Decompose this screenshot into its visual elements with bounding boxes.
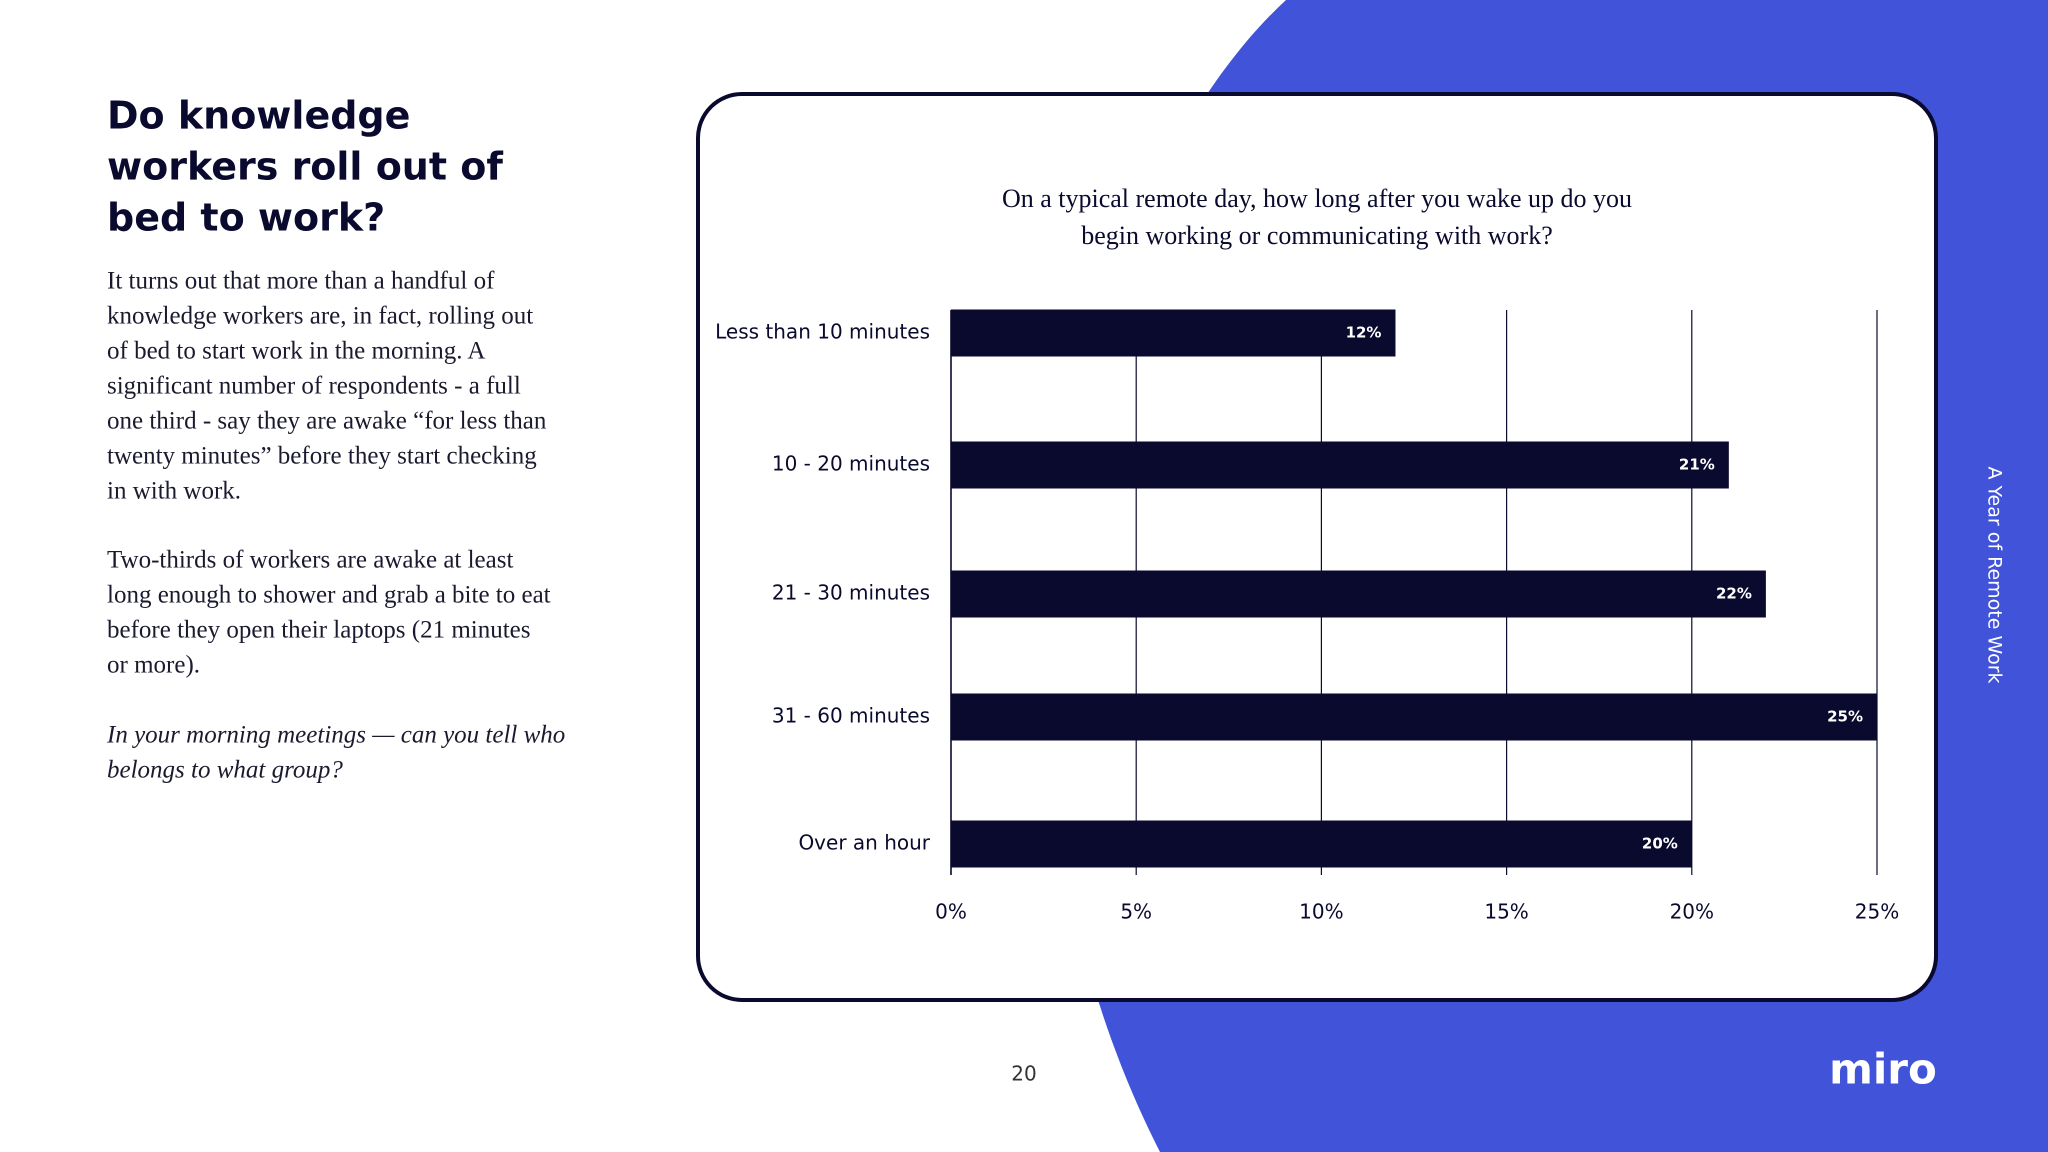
x-tick-label: 0% — [935, 900, 967, 924]
value-label: 20% — [1642, 835, 1678, 853]
value-label: 25% — [1827, 708, 1863, 726]
y-tick-label: 10 - 20 minutes — [772, 452, 930, 476]
body-line: Two-thirds of workers are awake at least — [107, 547, 513, 574]
body-line: twenty minutes” before they start checki… — [107, 443, 537, 470]
chart: On a typical remote day, how long after … — [715, 184, 1899, 924]
heading-line: Do knowledge — [107, 94, 410, 138]
bar — [951, 570, 1766, 618]
side-label: A Year of Remote Work — [1984, 466, 2006, 683]
x-tick-label: 25% — [1855, 900, 1899, 924]
body-line: It turns out that more than a handful of — [107, 268, 495, 295]
bar — [951, 820, 1692, 868]
heading-line: bed to work? — [107, 196, 385, 240]
chart-title: On a typical remote day, how long after … — [1002, 184, 1632, 213]
y-tick-label: 21 - 30 minutes — [772, 581, 930, 605]
x-tick-label: 15% — [1484, 900, 1528, 924]
body-line: significant number of respondents - a fu… — [107, 373, 521, 400]
y-tick-label: Over an hour — [798, 831, 930, 855]
value-label: 22% — [1716, 585, 1752, 603]
bar — [951, 693, 1877, 741]
y-tick-label: Less than 10 minutes — [715, 320, 930, 344]
logo: miro — [1829, 1045, 1937, 1094]
x-tick-label: 10% — [1299, 900, 1343, 924]
left-text: Do knowledge workers roll out of bed to wo… — [106, 94, 565, 784]
body-line: in with work. — [107, 478, 241, 505]
x-tick-label: 5% — [1120, 900, 1152, 924]
page-number: 20 — [1011, 1062, 1036, 1086]
bar — [951, 309, 1396, 357]
body-line: knowledge workers are, in fact, rolling … — [107, 303, 533, 330]
bar — [951, 441, 1729, 489]
chart-title: begin working or communicating with work… — [1081, 221, 1553, 250]
body-line: or more). — [107, 652, 200, 679]
body-line: one third - say they are awake “for less… — [107, 408, 547, 435]
body-line: before they open their laptops (21 minut… — [107, 617, 531, 644]
heading-line: workers roll out of — [107, 145, 503, 189]
value-label: 21% — [1679, 456, 1715, 474]
y-tick-label: 31 - 60 minutes — [772, 704, 930, 728]
body-line: In your morning meetings — can you tell … — [106, 722, 565, 749]
body-line: belongs to what group? — [107, 757, 343, 784]
body-line: long enough to shower and grab a bite to… — [107, 582, 551, 609]
value-label: 12% — [1346, 324, 1382, 342]
x-tick-label: 20% — [1670, 900, 1714, 924]
body-line: of bed to start work in the morning. A — [107, 338, 485, 365]
